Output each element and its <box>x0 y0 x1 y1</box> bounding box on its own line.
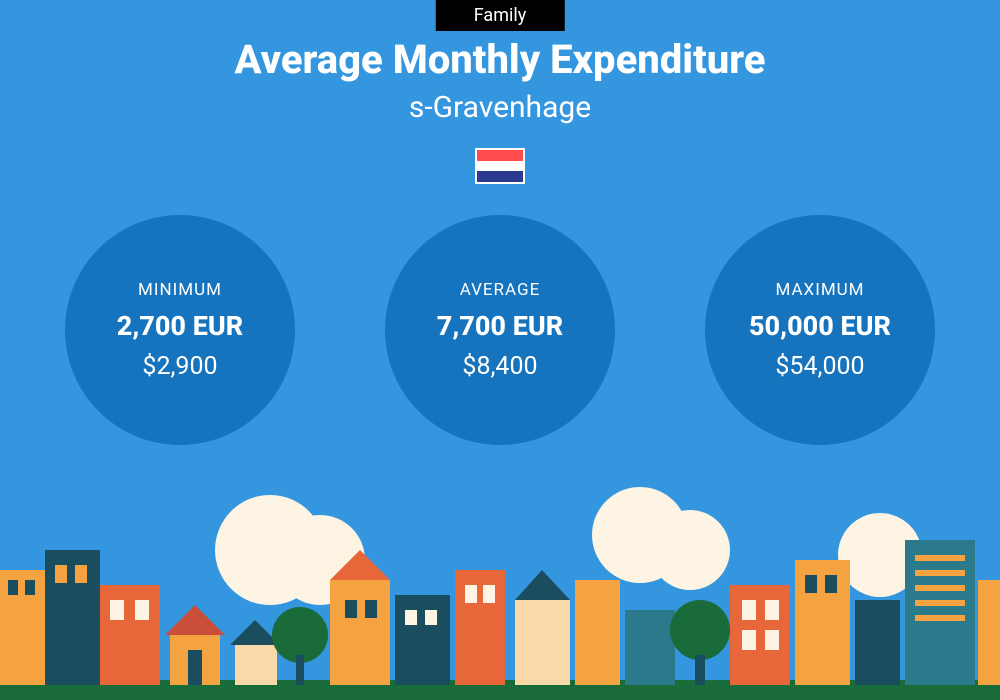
stat-secondary-value: $8,400 <box>462 352 537 381</box>
stat-primary-value: 2,700 EUR <box>117 310 243 342</box>
stat-secondary-value: $54,000 <box>775 352 864 381</box>
category-badge: Family <box>436 0 565 31</box>
stats-row: MINIMUM 2,700 EUR $2,900 AVERAGE 7,700 E… <box>0 215 1000 445</box>
flag-stripe-middle <box>477 161 523 172</box>
stat-circle-minimum: MINIMUM 2,700 EUR $2,900 <box>65 215 295 445</box>
stat-circle-maximum: MAXIMUM 50,000 EUR $54,000 <box>705 215 935 445</box>
stat-primary-value: 50,000 EUR <box>749 310 891 342</box>
flag-stripe-bottom <box>477 171 523 182</box>
stat-label: MAXIMUM <box>775 280 864 300</box>
flag-stripe-top <box>477 150 523 161</box>
stat-secondary-value: $2,900 <box>142 352 217 381</box>
city-name: s-Gravenhage <box>0 90 1000 125</box>
cityscape-illustration <box>0 480 1000 700</box>
stat-label: MINIMUM <box>138 280 222 300</box>
country-flag <box>475 148 525 184</box>
page-title: Average Monthly Expenditure <box>0 36 1000 83</box>
stat-circle-average: AVERAGE 7,700 EUR $8,400 <box>385 215 615 445</box>
stat-primary-value: 7,700 EUR <box>437 310 563 342</box>
stat-label: AVERAGE <box>460 280 541 300</box>
